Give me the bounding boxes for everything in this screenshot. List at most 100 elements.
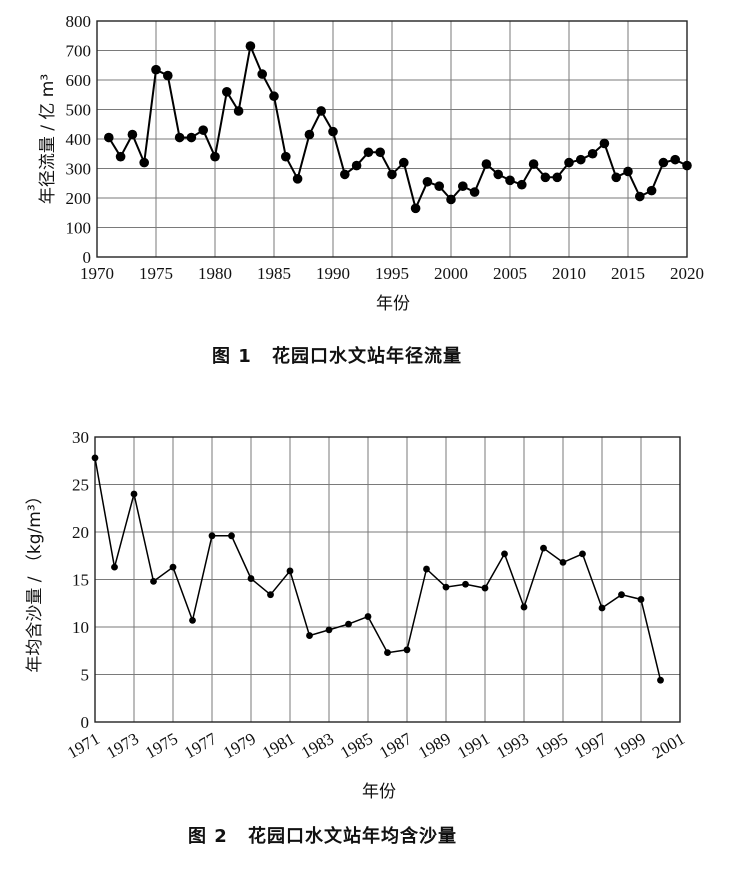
data-point [481,584,489,592]
data-point [410,203,421,214]
x-axis-ticks: 1970 1975 1980 1985 1990 1995 2000 2005 2010 2015… [80,264,704,283]
data-point [458,181,468,191]
data-point [286,567,294,575]
x-tick-label: 1975 [142,729,181,762]
data-point [269,91,279,102]
data-point [623,166,633,177]
data-point [670,154,680,165]
y-tick-label: 300 [66,160,92,179]
data-point [493,169,504,180]
y-tick-label: 30 [72,428,89,447]
data-point [540,544,547,552]
data-point [517,179,527,190]
x-axis-title: 年份 [376,294,410,314]
data-point [528,159,539,169]
y-tick-label: 0 [83,248,92,267]
x-tick-label: 1999 [610,729,649,762]
data-point [351,160,362,171]
x-axis-title: 年份 [362,782,396,802]
y-tick-label: 20 [72,523,89,542]
data-point [501,550,508,558]
data-point [446,194,456,205]
data-point [208,532,216,540]
data-point [91,454,99,462]
data-point [520,603,528,611]
data-point [189,616,196,624]
x-tick-label: 1983 [298,729,337,762]
data-point [587,148,598,159]
x-tick-label: 1997 [571,729,610,763]
x-tick-label: 2000 [434,264,468,283]
data-point [462,580,469,588]
y-tick-label: 10 [72,618,89,637]
data-point [618,591,625,599]
x-tick-label: 2005 [493,264,527,283]
x-tick-label: 2020 [670,264,704,283]
x-tick-label: 2015 [611,264,645,283]
y-axis-ticks: 0 100 200 300 400 500 600 700 800 [66,12,92,267]
x-tick-label: 1991 [454,729,493,762]
data-point [340,169,350,180]
figure-caption-title: 花园口水文站年径流量 [272,345,462,367]
data-point [139,157,149,168]
data-point [635,191,645,202]
data-point [399,157,409,168]
x-tick-label: 1990 [316,264,350,283]
series-line [94,457,662,681]
y-tick-label: 800 [66,12,92,31]
series-line [107,42,688,212]
data-point [169,563,177,571]
data-point [174,132,185,143]
data-point [657,676,664,684]
y-axis-ticks: 0 5 10 15 20 25 30 [72,428,89,732]
x-tick-label: 1970 [80,264,114,283]
x-tick-label: 1980 [198,264,232,283]
data-point [328,126,338,137]
x-tick-label: 2001 [649,729,688,762]
data-point [646,185,657,196]
data-point [292,174,303,184]
data-point [151,64,161,75]
data-point [599,138,610,149]
data-point [481,159,492,169]
data-point [387,169,397,180]
data-point [306,632,313,639]
y-tick-label: 100 [66,219,92,238]
data-point [576,154,586,165]
data-point [104,132,114,143]
y-tick-label: 600 [66,71,92,90]
data-point [111,563,118,571]
figure-caption-title: 花园口水文站年均含沙量 [248,825,457,847]
data-point [304,129,315,140]
data-point [682,160,692,171]
y-axis-title: 年均含沙量 / （kg/m³） [25,487,45,672]
data-point [222,87,232,97]
x-tick-label: 1985 [257,264,291,283]
data-point [611,172,621,183]
x-tick-label: 1981 [259,729,298,762]
data-point [198,125,208,135]
y-tick-label: 0 [81,713,90,732]
x-tick-label: 1977 [181,729,220,763]
grid [97,21,687,257]
y-tick-label: 200 [66,189,92,208]
y-axis-title: 年径流量 / 亿 m³ [38,74,58,204]
data-point [257,69,268,79]
y-tick-label: 25 [72,476,89,495]
series [104,41,692,214]
data-point [130,490,138,498]
x-tick-label: 1973 [103,729,142,762]
data-point [363,147,374,158]
data-point [423,565,430,573]
series [91,454,664,684]
data-point [434,181,445,191]
x-tick-label: 1987 [376,729,415,763]
data-point [316,106,327,116]
data-point [505,175,515,186]
x-tick-label: 1995 [375,264,409,283]
data-point [422,176,433,187]
x-tick-label: 1979 [220,729,259,762]
data-point [210,151,220,162]
